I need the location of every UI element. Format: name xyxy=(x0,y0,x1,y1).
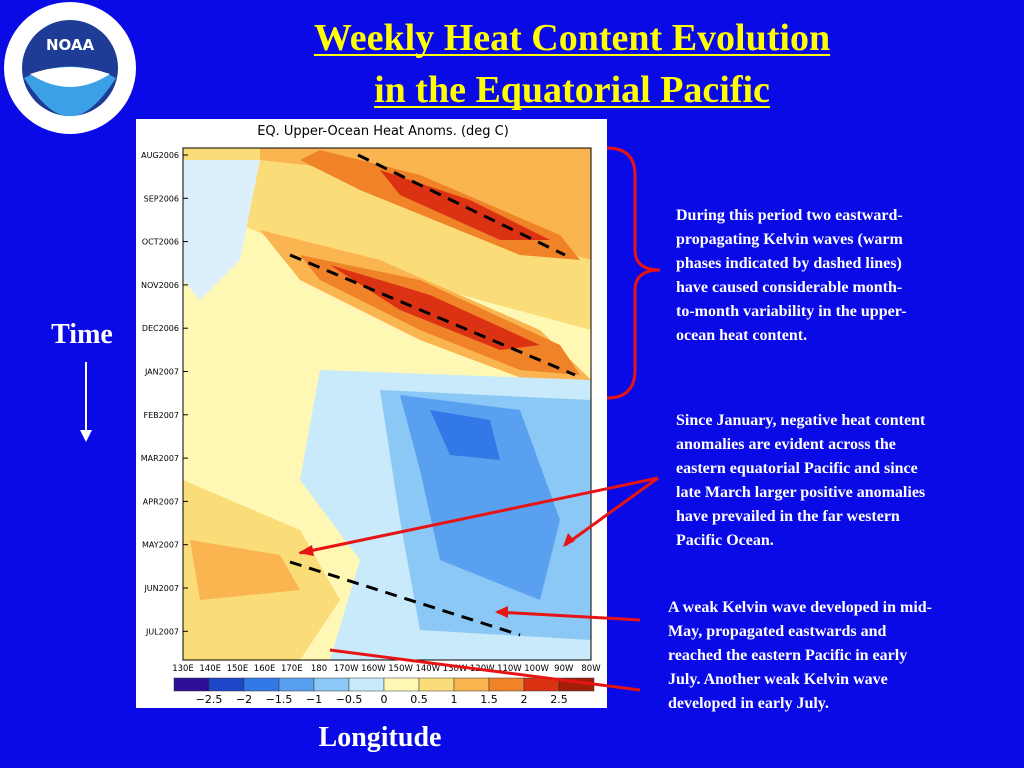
colorbar-label: −2.5 xyxy=(196,693,223,706)
time-label: JUN2007 xyxy=(143,584,179,593)
colorbar-segment xyxy=(348,677,385,692)
time-label: DEC2006 xyxy=(142,324,179,333)
figure-title: EQ. Upper-Ocean Heat Anoms. (deg C) xyxy=(257,124,509,139)
annotation-line: May, propagated eastwards and xyxy=(668,623,886,640)
title-line: Weekly Heat Content Evolution xyxy=(314,17,830,59)
annotation-line: July. Another weak Kelvin wave xyxy=(668,671,888,688)
colorbar-label: −0.5 xyxy=(336,693,363,706)
colorbar-segment xyxy=(173,677,210,692)
colorbar-label: 0 xyxy=(381,693,388,706)
annotation-line: Since January, negative heat content xyxy=(676,412,926,429)
time-label: SEP2006 xyxy=(144,194,179,203)
longitude-label: 130E xyxy=(172,664,194,674)
annotation-marks xyxy=(299,146,661,692)
arrowheads xyxy=(298,533,575,618)
colorbar-segment xyxy=(278,677,315,692)
time-label: APR2007 xyxy=(143,497,179,506)
annotation-line: to-month variability in the upper- xyxy=(676,303,907,320)
longitude-label: 150E xyxy=(227,664,249,674)
longitude-label: 90W xyxy=(554,664,574,674)
time-label: MAR2007 xyxy=(141,454,179,463)
colorbar-segment xyxy=(418,677,455,692)
title-line: in the Equatorial Pacific xyxy=(374,69,770,111)
x-axis-title: Longitude xyxy=(319,722,442,753)
time-label: JAN2007 xyxy=(144,368,179,377)
longitude-label: 160E xyxy=(254,664,276,674)
colorbar-label: −2 xyxy=(236,693,252,706)
time-label: FEB2007 xyxy=(143,411,179,420)
longitude-label: 150W xyxy=(388,664,413,674)
longitude-label: 170E xyxy=(281,664,303,674)
annotation-line: reached the eastern Pacific in early xyxy=(668,647,907,664)
y-axis-title: Time xyxy=(51,319,113,350)
annotation-line: propagating Kelvin waves (warm xyxy=(676,231,903,248)
time-arrow xyxy=(80,362,92,442)
annotation-line: anomalies are evident across the xyxy=(676,436,896,453)
colorbar-label: −1 xyxy=(306,693,322,706)
longitude-label: 170W xyxy=(334,664,359,674)
time-label: NOV2006 xyxy=(141,281,179,290)
colorbar-segment xyxy=(453,677,490,692)
annotation-line: Pacific Ocean. xyxy=(676,532,774,549)
colorbar-label: 1.5 xyxy=(480,693,498,706)
annotation-line: A weak Kelvin wave developed in mid- xyxy=(668,599,932,616)
longitude-label: 140E xyxy=(199,664,221,674)
colorbar-label: 1 xyxy=(451,693,458,706)
logo-text: NOAA xyxy=(46,36,95,54)
dashed-lines xyxy=(289,153,576,637)
annotation-line: eastern equatorial Pacific and since xyxy=(676,460,918,477)
annotation-line: have prevailed in the far western xyxy=(676,508,900,525)
colorbar-segment xyxy=(208,677,245,692)
colorbar-segment xyxy=(488,677,525,692)
longitude-label: 160W xyxy=(361,664,386,674)
colorbar-label: −1.5 xyxy=(266,693,293,706)
annotation-line: late March larger positive anomalies xyxy=(676,484,925,501)
time-label: OCT2006 xyxy=(142,238,179,247)
logo: NOAA xyxy=(4,2,136,134)
annotation-line: have caused considerable month- xyxy=(676,279,902,296)
annotation-line: ocean heat content. xyxy=(676,327,807,344)
longitude-label: 100W xyxy=(524,664,549,674)
colorbar-label: 2.5 xyxy=(550,693,568,706)
colorbar-label: 2 xyxy=(521,693,528,706)
time-label: MAY2007 xyxy=(142,541,179,550)
contour-field xyxy=(183,148,591,660)
time-label: AUG2006 xyxy=(141,151,179,160)
annotation-line: phases indicated by dashed lines) xyxy=(676,255,902,272)
longitude-label: 130W xyxy=(443,664,468,674)
longitude-label: 110W xyxy=(497,664,522,674)
longitude-label: 80W xyxy=(581,664,601,674)
annotation-line: During this period two eastward- xyxy=(676,207,903,224)
colorbar-segment xyxy=(313,677,350,692)
annotation-line: developed in early July. xyxy=(668,695,829,712)
longitude-label: 180 xyxy=(311,664,327,674)
colorbar-segment xyxy=(243,677,280,692)
longitude-label: 140W xyxy=(415,664,440,674)
time-label: JUL2007 xyxy=(145,627,179,636)
colorbar-label: 0.5 xyxy=(410,693,428,706)
colorbar-segment xyxy=(383,677,420,692)
figure: EQ. Upper-Ocean Heat Anoms. (deg C) AUG2… xyxy=(136,119,607,708)
